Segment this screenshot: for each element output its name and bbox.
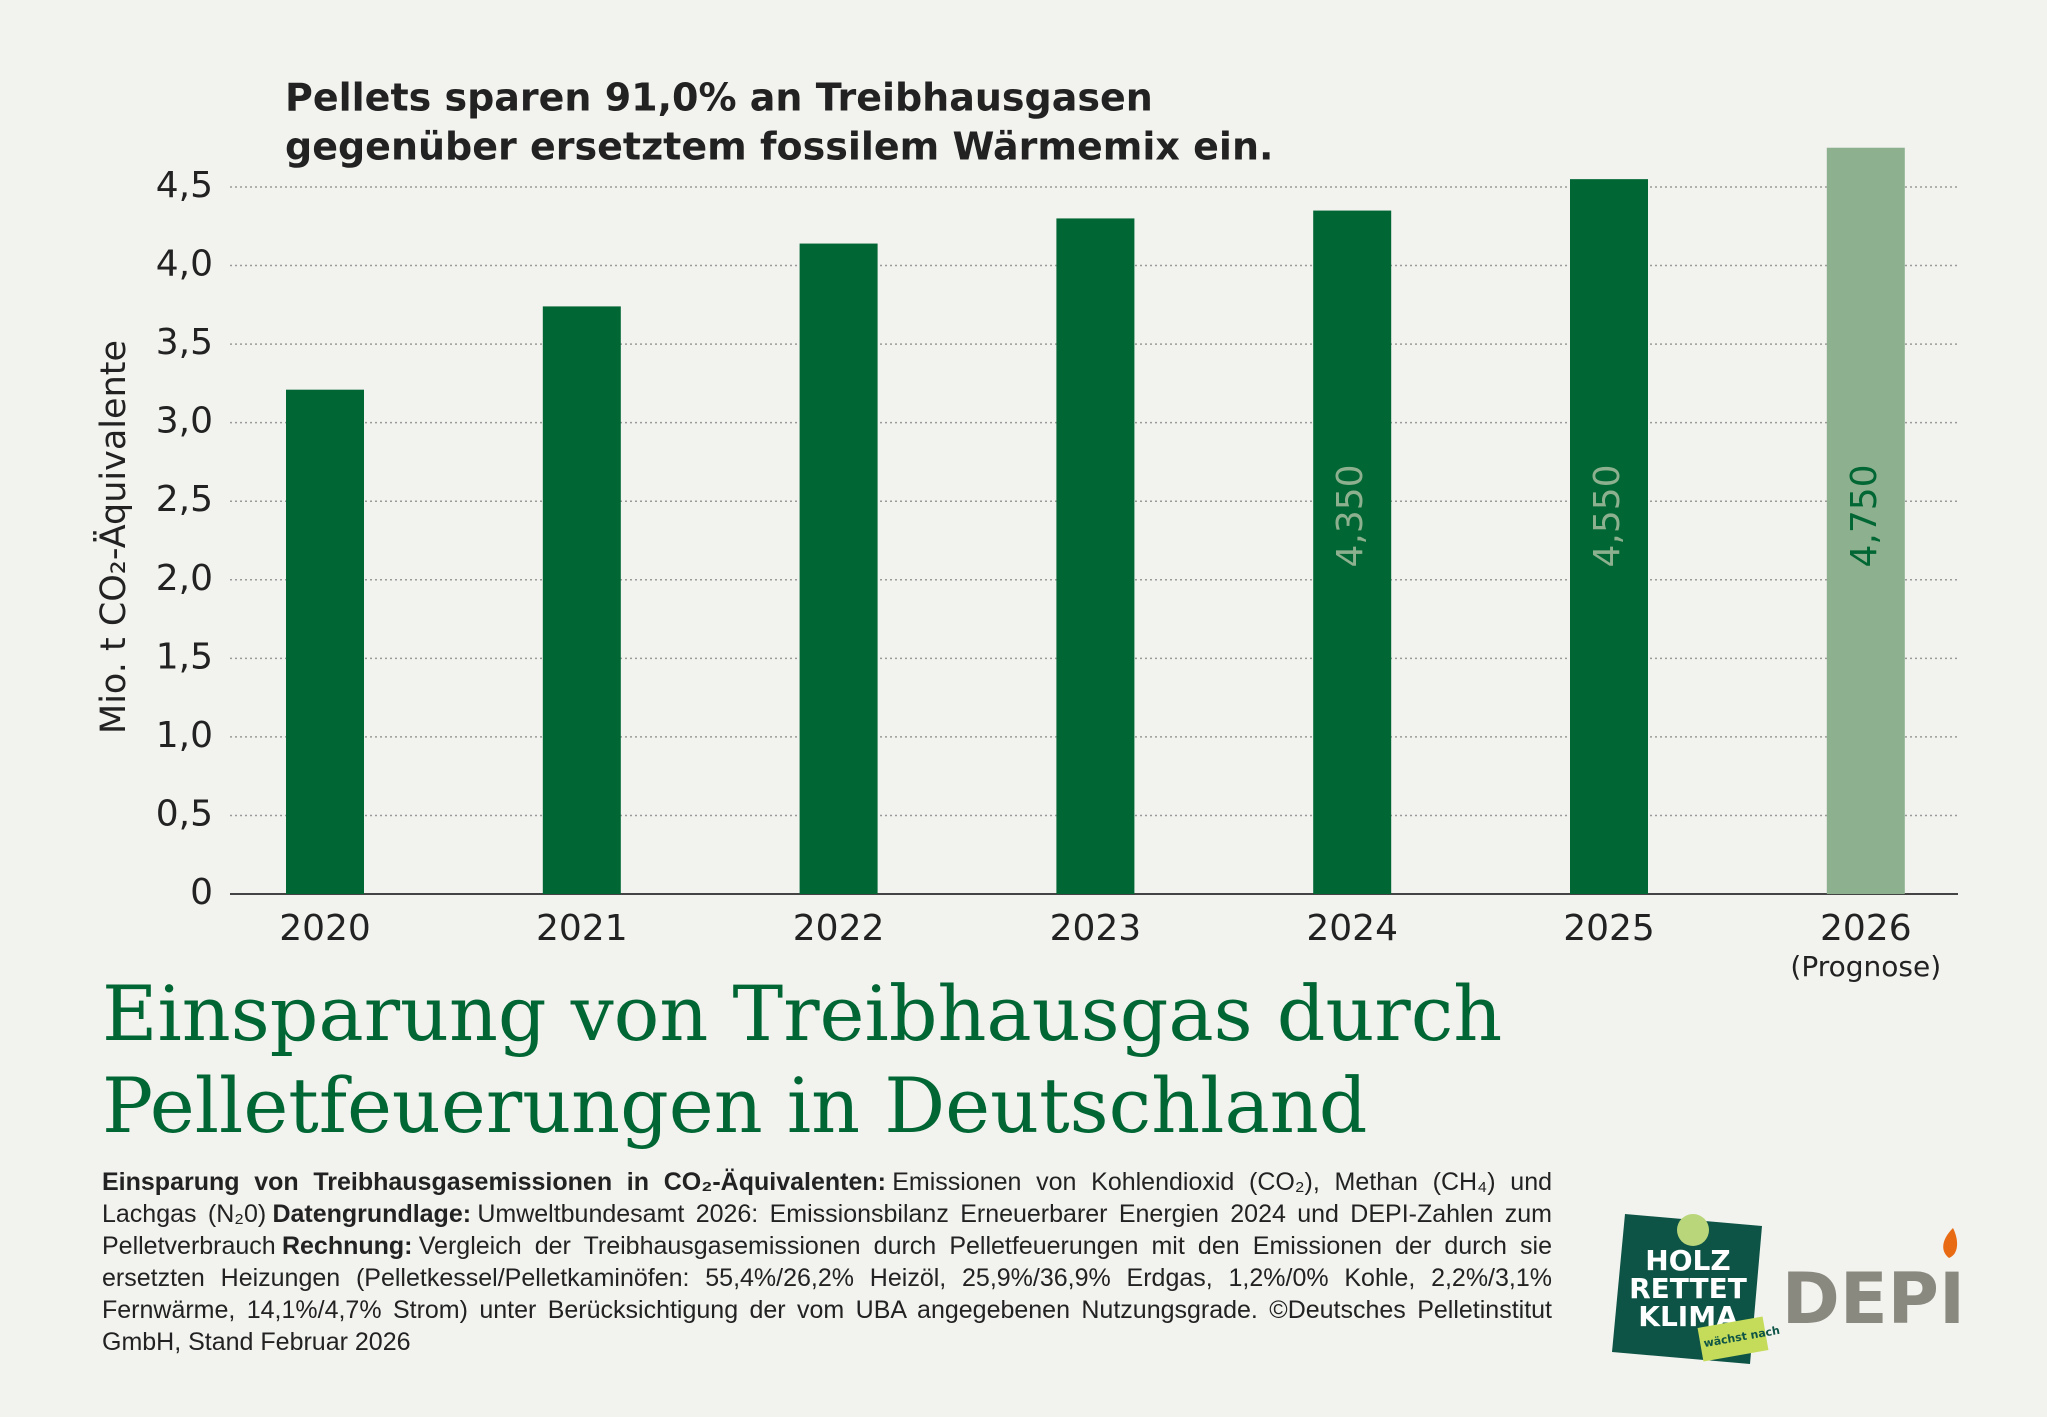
y-tick-label: 0,5 bbox=[156, 793, 213, 834]
logo-holz: HOLZ RETTET KLIMA Es wächst nach bbox=[1612, 1214, 1781, 1364]
value-label: 4,550 bbox=[1587, 464, 1628, 567]
value-label: 4,750 bbox=[1844, 464, 1885, 567]
y-tick-label: 4,5 bbox=[156, 165, 213, 206]
y-tick-label: 1,0 bbox=[156, 715, 213, 756]
y-tick-label: 0 bbox=[190, 872, 213, 913]
footnote-label: Datengrundlage: bbox=[272, 1200, 472, 1228]
bar bbox=[1826, 147, 1905, 894]
y-tick-label: 4,0 bbox=[156, 244, 213, 285]
footnote-text: Umweltbundesamt 2026: Emissionsbilanz Er… bbox=[102, 1200, 1552, 1260]
x-tick-label: 2025 bbox=[1563, 908, 1655, 949]
x-tick-label: 2026 bbox=[1820, 908, 1912, 949]
x-tick-label: 2020 bbox=[279, 908, 371, 949]
value-label: 4,350 bbox=[1330, 464, 1371, 567]
annotation: Pellets sparen 91,0% an Treibhausgasen bbox=[285, 76, 1153, 120]
category-note: (Prognose) bbox=[1790, 950, 1941, 983]
x-tick-label: 2021 bbox=[536, 908, 628, 949]
logo-depi: DEPI bbox=[1782, 1228, 1965, 1340]
x-tick-label: 2024 bbox=[1306, 908, 1398, 949]
y-tick-label: 1,5 bbox=[156, 636, 213, 677]
logo-text: RETTET bbox=[1629, 1272, 1747, 1305]
footnote-label: Rechnung: bbox=[281, 1232, 413, 1260]
footnote-label: Einsparung von Treibhausgasemissionen in… bbox=[102, 1168, 886, 1196]
bar bbox=[1313, 210, 1392, 895]
logo-flame bbox=[1943, 1228, 1958, 1258]
heading: Pelletfeuerungen in Deutschland bbox=[102, 1061, 1367, 1150]
bar bbox=[1056, 218, 1135, 894]
logo-text: HOLZ bbox=[1645, 1244, 1730, 1277]
x-tick-label: 2022 bbox=[793, 908, 885, 949]
bar bbox=[799, 243, 878, 894]
footnote: Einsparung von Treibhausgasemissionen in… bbox=[102, 1166, 1552, 1358]
bar bbox=[542, 306, 621, 895]
logo-tag bbox=[1697, 1316, 1769, 1362]
y-tick-label: 2,0 bbox=[156, 558, 213, 599]
bar bbox=[1570, 179, 1648, 895]
y-tick-label: 2,5 bbox=[156, 479, 213, 520]
y-axis-label: Mio. t CO₂-Äquivalente bbox=[92, 340, 134, 734]
footnote-text: Emissionen von Kohlendioxid (CO₂), Metha… bbox=[102, 1168, 1553, 1228]
bar bbox=[286, 389, 364, 894]
footnote-text: Vergleich der Treibhausgasemissionen dur… bbox=[102, 1232, 1552, 1356]
logo-tree bbox=[1677, 1214, 1709, 1246]
y-tick-label: 3,0 bbox=[156, 401, 213, 442]
y-tick-label: 3,5 bbox=[156, 322, 213, 363]
x-tick-label: 2023 bbox=[1050, 908, 1142, 949]
heading: Einsparung von Treibhausgas durch bbox=[102, 969, 1502, 1058]
annotation: gegenüber ersetztem fossilem Wärmemix ei… bbox=[285, 125, 1273, 169]
logo-text: DEPI bbox=[1782, 1258, 1965, 1340]
